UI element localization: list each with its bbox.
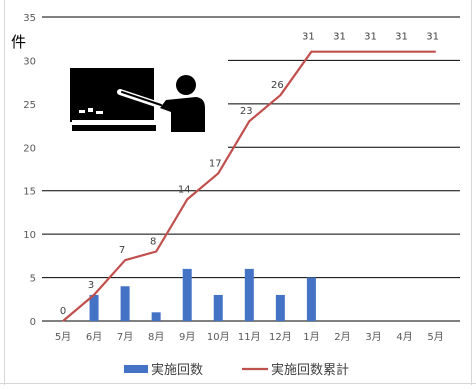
chalk-mark-3: [96, 111, 103, 114]
x-tick-label: 5月: [55, 331, 71, 343]
line-point: [217, 172, 219, 174]
chart-border-right: [471, 0, 472, 385]
data-label: 0: [60, 306, 66, 317]
data-label: 23: [240, 106, 253, 117]
bar: [120, 286, 130, 321]
line-point: [404, 51, 406, 53]
data-label: 3: [88, 280, 94, 291]
y-tick-label: 15: [23, 187, 36, 198]
bar-series-実施回数: [89, 268, 316, 321]
data-label: 17: [209, 158, 222, 169]
line-point: [155, 251, 157, 253]
data-labels: 0 3 7 8 14 17 23 26 31 31 31 31 31: [60, 32, 439, 317]
line-point: [435, 51, 437, 53]
legend: 実施回数 実施回数累計: [124, 362, 349, 378]
data-label: 8: [150, 237, 156, 248]
y-tick-label: 10: [23, 230, 36, 241]
line-point: [248, 120, 250, 122]
bar: [89, 294, 99, 321]
bar: [213, 294, 223, 321]
x-tick-label: 4月: [396, 331, 412, 343]
y-axis: 0 5 10 15 20 25 30 35: [23, 13, 36, 328]
x-tick-label: 7月: [117, 331, 133, 343]
bar: [306, 277, 316, 321]
x-tick-label: 9月: [179, 331, 195, 343]
x-tick-label: 11月: [238, 331, 261, 343]
chalk-mark-2: [88, 108, 93, 112]
pointer-stick-inner: [121, 91, 162, 106]
line-point: [93, 294, 95, 296]
legend-label-line: 実施回数累計: [271, 362, 349, 378]
data-label: 31: [395, 32, 408, 43]
blackboard-ledge-shadow: [72, 125, 156, 131]
data-label: 31: [333, 32, 346, 43]
data-label: 26: [271, 80, 284, 91]
y-tick-label: 25: [23, 100, 36, 111]
y-tick-label: 5: [30, 274, 36, 285]
x-tick-label: 6月: [86, 331, 102, 343]
bar: [244, 268, 254, 321]
gridlines: [42, 16, 460, 322]
data-label: 7: [119, 245, 125, 256]
blackboard: [70, 68, 154, 122]
data-label: 31: [302, 32, 315, 43]
data-label: 31: [364, 32, 377, 43]
line-point: [341, 51, 343, 53]
line-point: [310, 51, 312, 53]
blackboard-ledge: [72, 120, 156, 125]
teacher-head: [176, 75, 196, 95]
bar: [151, 312, 161, 321]
chalk-mark-1: [79, 110, 85, 113]
teacher-at-blackboard-icon: [70, 68, 205, 132]
y-tick-label: 30: [23, 56, 36, 67]
y-axis-unit-label: 件: [11, 33, 26, 51]
chart-border-bottom: [0, 383, 476, 384]
line-point: [62, 320, 64, 322]
x-tick-label: 2月: [334, 331, 350, 343]
data-label: 31: [426, 32, 439, 43]
bar: [275, 294, 285, 321]
x-tick-label: 5月: [427, 331, 443, 343]
line-point: [373, 51, 374, 53]
line-point: [279, 94, 281, 96]
x-axis: 5月 6月 7月 8月 9月 10月 11月 12月 1月 2月 3月 4月 5月: [55, 331, 444, 343]
x-tick-label: 8月: [148, 331, 164, 343]
chart-border-left: [4, 0, 5, 385]
bar: [182, 268, 192, 321]
x-tick-label: 3月: [365, 331, 381, 343]
legend-swatch-bar: [124, 365, 148, 373]
line-series-実施回数累計: [62, 50, 437, 322]
line-point: [186, 198, 188, 200]
x-tick-label: 12月: [269, 331, 292, 343]
line-point: [124, 259, 126, 261]
x-tick-label: 10月: [207, 331, 230, 343]
y-tick-label: 35: [23, 13, 36, 24]
x-tick-label: 1月: [303, 331, 319, 343]
y-tick-label: 0: [30, 317, 36, 328]
legend-label-bar: 実施回数: [151, 362, 203, 378]
data-label: 14: [178, 184, 191, 195]
y-tick-label: 20: [23, 143, 36, 154]
teacher-body: [160, 97, 205, 132]
